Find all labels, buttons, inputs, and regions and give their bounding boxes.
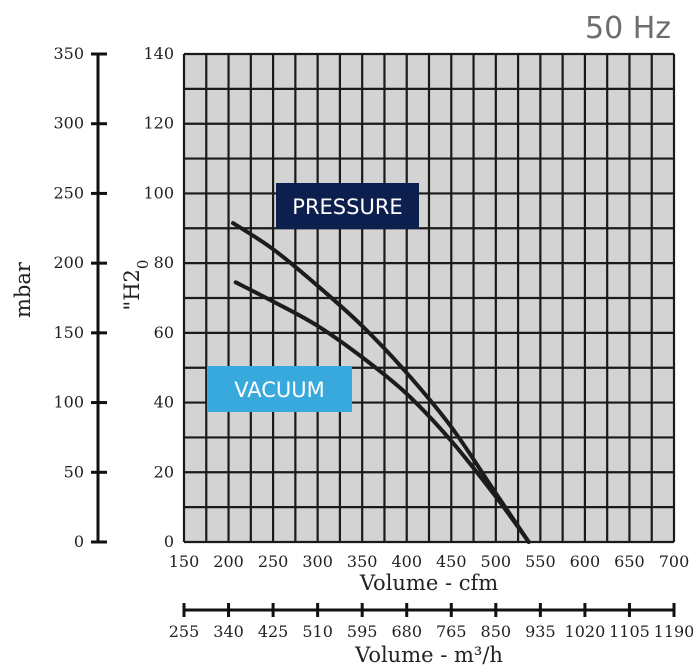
- series-lines: [231, 221, 531, 544]
- y-tick-label: 120: [143, 114, 174, 133]
- label-text-vacuum: VACUUM: [234, 378, 325, 402]
- label-box-pressure: [276, 183, 419, 229]
- x-tick-label: 150: [169, 552, 200, 571]
- m3h-axis: 255 340 425 510 595 680 765 850 935 1020 1105 1190: [169, 603, 693, 641]
- y-tick-label: 40: [154, 393, 174, 412]
- m3h-tick-label: 680: [391, 622, 422, 641]
- y-tick-label: 140: [143, 44, 174, 63]
- x-tick-label: 550: [525, 552, 556, 571]
- y-tick-label: 80: [154, 253, 174, 272]
- x-tick-label: 350: [347, 552, 378, 571]
- m3h-tick-label: 935: [525, 622, 556, 641]
- m3h-tick-label: 1105: [609, 622, 650, 641]
- mbar-tick-label: 200: [53, 253, 84, 272]
- x-tick-label: 700: [659, 552, 690, 571]
- label-box-vacuum: [207, 366, 352, 412]
- x-tick-label: 400: [391, 552, 422, 571]
- mbar-tick-label: 250: [53, 183, 84, 202]
- m3h-tick-label: 1190: [654, 622, 693, 641]
- y-axis-title: "H20: [120, 260, 152, 311]
- m3h-tick-label: 595: [347, 622, 378, 641]
- mbar-tick-label: 150: [53, 323, 84, 342]
- mbar-tick-label: 350: [53, 44, 84, 63]
- grid: [182, 52, 676, 544]
- m3h-tick-label: 765: [436, 622, 467, 641]
- x-tick-label: 300: [302, 552, 333, 571]
- x-tick-labels: 150 200 250 300 350 400 450 500 550 600 650 700: [169, 552, 690, 571]
- y-tick-label: 60: [154, 323, 174, 342]
- y-secondary-axis-title: mbar: [11, 261, 35, 318]
- mbar-tick-label: 0: [74, 532, 84, 551]
- m3h-tick-label: 255: [169, 622, 200, 641]
- series-labels: PRESSURE VACUUM: [207, 183, 419, 412]
- mbar-axis: 0 50 100 150 200 250 300 350: [53, 44, 107, 551]
- m3h-tick-label: 510: [302, 622, 333, 641]
- x-tick-label: 450: [436, 552, 467, 571]
- frequency-label: 50 Hz: [585, 11, 671, 46]
- x-tick-label: 250: [258, 552, 289, 571]
- x-tick-label: 650: [614, 552, 645, 571]
- m3h-tick-label: 1020: [565, 622, 606, 641]
- y-tick-label: 20: [154, 462, 174, 481]
- x-tick-label: 500: [481, 552, 512, 571]
- mbar-tick-label: 100: [53, 393, 84, 412]
- y-tick-label: 100: [143, 183, 174, 202]
- mbar-tick-label: 300: [53, 114, 84, 133]
- series-line-pressure: [231, 221, 531, 544]
- m3h-tick-label: 340: [213, 622, 244, 641]
- y-tick-labels: 0 20 40 60 80 100 120 140: [143, 44, 174, 551]
- m3h-tick-label: 850: [481, 622, 512, 641]
- x-axis-title: Volume - cfm: [359, 571, 498, 595]
- x-secondary-axis-title: Volume - m³/h: [354, 643, 503, 667]
- mbar-tick-label: 50: [64, 462, 84, 481]
- label-text-pressure: PRESSURE: [292, 195, 402, 219]
- series-line-vacuum: [233, 280, 531, 544]
- x-tick-label: 600: [570, 552, 601, 571]
- x-tick-label: 200: [213, 552, 244, 571]
- m3h-tick-label: 425: [258, 622, 289, 641]
- y-tick-label: 0: [164, 532, 174, 551]
